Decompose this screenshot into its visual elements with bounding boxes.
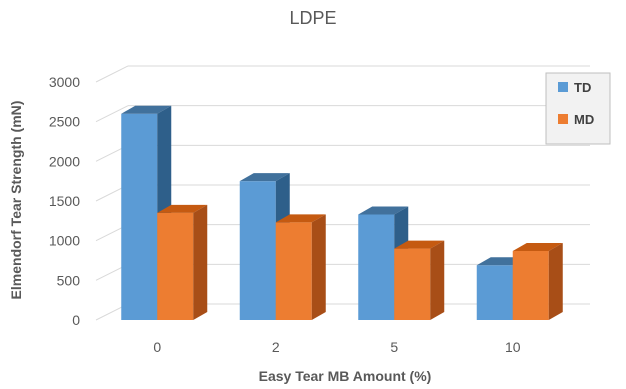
legend-swatch-td xyxy=(558,82,568,92)
bar-top xyxy=(394,240,445,249)
bar-top xyxy=(358,206,409,215)
bar-md-5 xyxy=(394,240,445,320)
bar-top xyxy=(157,204,208,213)
bar-front xyxy=(476,265,513,320)
y-axis-ticks: 0 500 1000 1500 2000 2500 3000 xyxy=(49,74,80,328)
bar-front xyxy=(358,214,395,320)
x-tick-label: 2 xyxy=(272,339,280,355)
y-tick-label: 1000 xyxy=(49,233,80,249)
bar-side xyxy=(430,240,445,320)
bar-top xyxy=(512,242,563,251)
y-tick-label: 2500 xyxy=(49,114,80,130)
bar-md-2 xyxy=(275,214,326,320)
x-tick-label: 10 xyxy=(505,339,521,355)
y-tick-label: 2000 xyxy=(49,153,80,169)
bar-side xyxy=(193,204,208,320)
legend-label-td: TD xyxy=(574,80,591,95)
bar-front xyxy=(157,212,194,320)
y-tick-label: 1500 xyxy=(49,193,80,209)
x-axis-ticks: 0 2 5 10 xyxy=(153,339,520,355)
bar-top xyxy=(275,214,326,223)
bar-front xyxy=(275,222,312,320)
y-tick-label: 500 xyxy=(57,272,81,288)
chart-title: LDPE xyxy=(289,8,336,28)
x-axis-title: Easy Tear MB Amount (%) xyxy=(259,368,432,384)
bar-md-0 xyxy=(157,204,208,320)
bar-front xyxy=(394,248,431,320)
y-tick-label: 0 xyxy=(72,312,80,328)
gridline-slant xyxy=(95,105,129,123)
legend: TD MD xyxy=(545,72,611,145)
x-tick-label: 0 xyxy=(153,339,161,355)
bar-front xyxy=(512,250,549,320)
bar-front xyxy=(239,181,276,320)
y-tick-label: 3000 xyxy=(49,74,80,90)
legend-swatch-md xyxy=(558,114,568,124)
legend-label-md: MD xyxy=(574,112,594,127)
bar-top xyxy=(121,105,172,114)
gridline-slant xyxy=(95,65,129,83)
bar-front xyxy=(121,113,158,320)
bars xyxy=(121,105,563,320)
y-axis-title: Elmendorf Tear Strength (mN) xyxy=(8,101,24,300)
bar-top xyxy=(239,173,290,182)
legend-box xyxy=(545,72,611,145)
bar-side xyxy=(311,214,326,320)
bar-side xyxy=(548,242,563,320)
bar-md-10 xyxy=(512,242,563,320)
x-tick-label: 5 xyxy=(390,339,398,355)
